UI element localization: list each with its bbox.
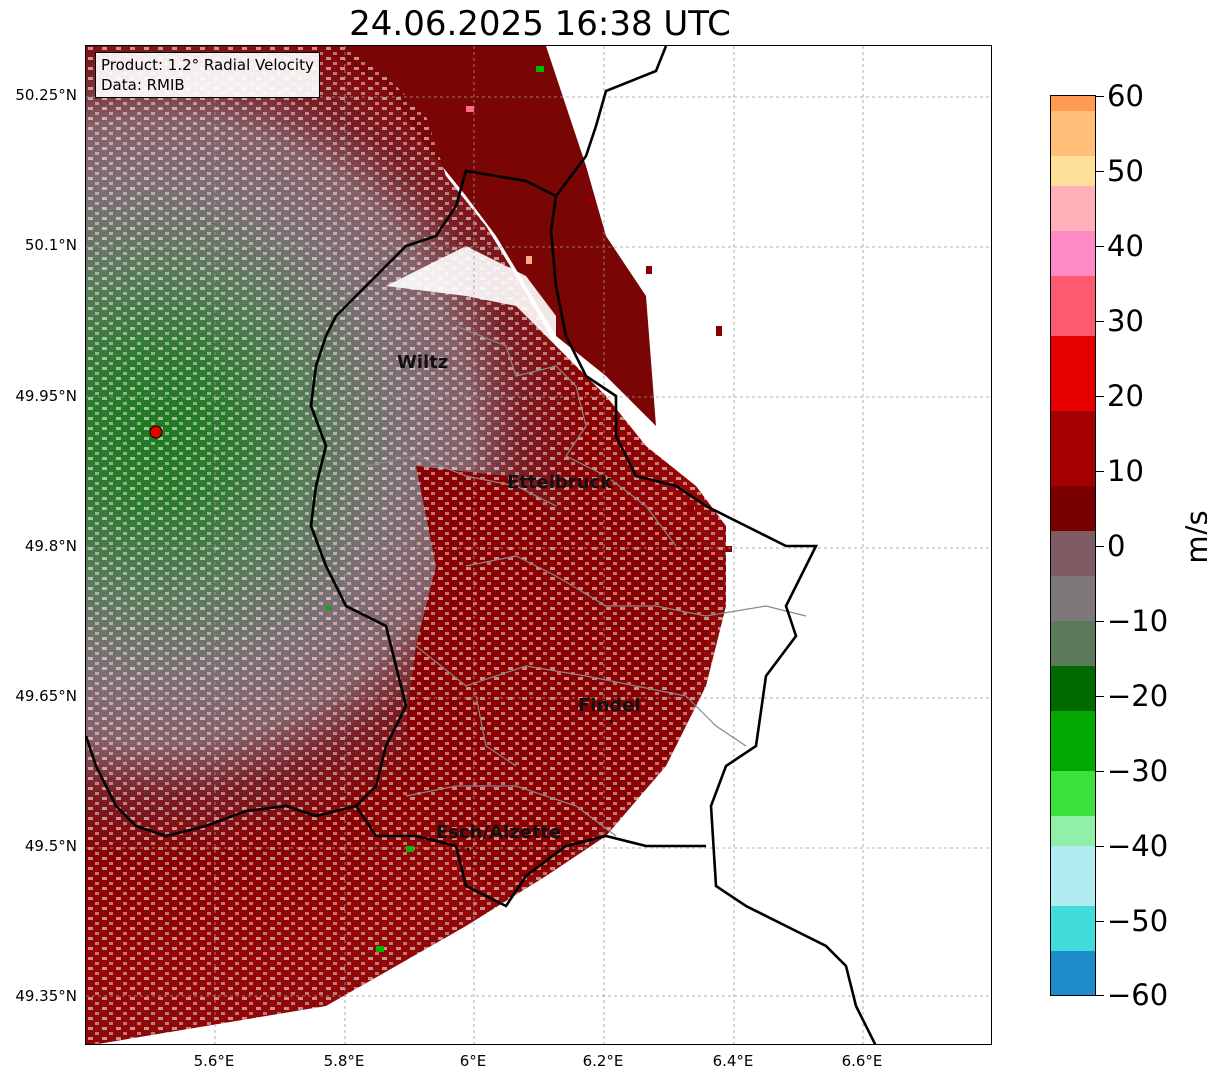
- colorbar-tick-60: 60: [1107, 79, 1144, 113]
- lat-label-49-65: 49.65°N: [15, 687, 77, 705]
- lat-label-49-5: 49.5°N: [24, 837, 77, 855]
- lat-label-50-25: 50.25°N: [15, 86, 77, 104]
- lat-label-49-8: 49.8°N: [24, 537, 77, 555]
- lon-label-6: 6°E: [459, 1052, 487, 1070]
- colorbar-tick-minus-30: −30: [1107, 754, 1169, 788]
- lat-label-50-1: 50.1°N: [24, 236, 77, 254]
- colorbar-tick-20: 20: [1107, 379, 1144, 413]
- lon-label-6-4: 6.4°E: [712, 1052, 754, 1070]
- colorbar-tick-minus-40: −40: [1107, 829, 1169, 863]
- radar-site-marker: [149, 425, 163, 439]
- colorbar-tick-minus-20: −20: [1107, 679, 1169, 713]
- lon-label-6-6: 6.6°E: [841, 1052, 883, 1070]
- colorbar-tick-10: 10: [1107, 454, 1144, 488]
- city-label-ettelbruck: Ettelbruck: [507, 472, 613, 493]
- lon-label-5-6: 5.6°E: [193, 1052, 235, 1070]
- lat-lon-grid: [86, 46, 991, 1044]
- colorbar-tick-minus-60: −60: [1107, 978, 1169, 1012]
- map-title: 24.06.2025 16:38 UTC: [349, 4, 731, 44]
- radar-echo-field: [86, 46, 732, 1044]
- colorbar-tick-minus-50: −50: [1107, 904, 1169, 938]
- lon-label-5-8: 5.8°E: [323, 1052, 365, 1070]
- colorbar-tick-0: 0: [1107, 529, 1126, 563]
- radar-map: [85, 45, 992, 1045]
- colorbar-tick-40: 40: [1107, 229, 1144, 263]
- colorbar-tick-50: 50: [1107, 154, 1144, 188]
- info-product: Product: 1.2° Radial Velocity: [101, 56, 314, 74]
- lat-label-49-35: 49.35°N: [15, 987, 77, 1005]
- info-box: Product: 1.2° Radial Velocity Data: RMIB: [95, 52, 320, 98]
- country-border: [86, 46, 877, 1044]
- lat-label-49-95: 49.95°N: [15, 387, 77, 405]
- colorbar-tick-minus-10: −10: [1107, 604, 1169, 638]
- city-label-findel: Findel: [578, 695, 641, 716]
- colorbar-svg: [1051, 96, 1095, 995]
- lon-label-6-2: 6.2°E: [582, 1052, 624, 1070]
- colorbar-unit-label: m/s: [1180, 510, 1207, 564]
- colorbar: [1050, 95, 1096, 996]
- colorbar-tick-30: 30: [1107, 304, 1144, 338]
- city-label-wiltz: Wiltz: [397, 352, 449, 373]
- admin-boundaries: [365, 325, 807, 837]
- city-label-esch-alzette: Esch/Alzette: [436, 822, 562, 843]
- radar-map-svg: [86, 46, 991, 1044]
- city-markers: [466, 719, 613, 851]
- info-data-source: Data: RMIB: [101, 76, 185, 94]
